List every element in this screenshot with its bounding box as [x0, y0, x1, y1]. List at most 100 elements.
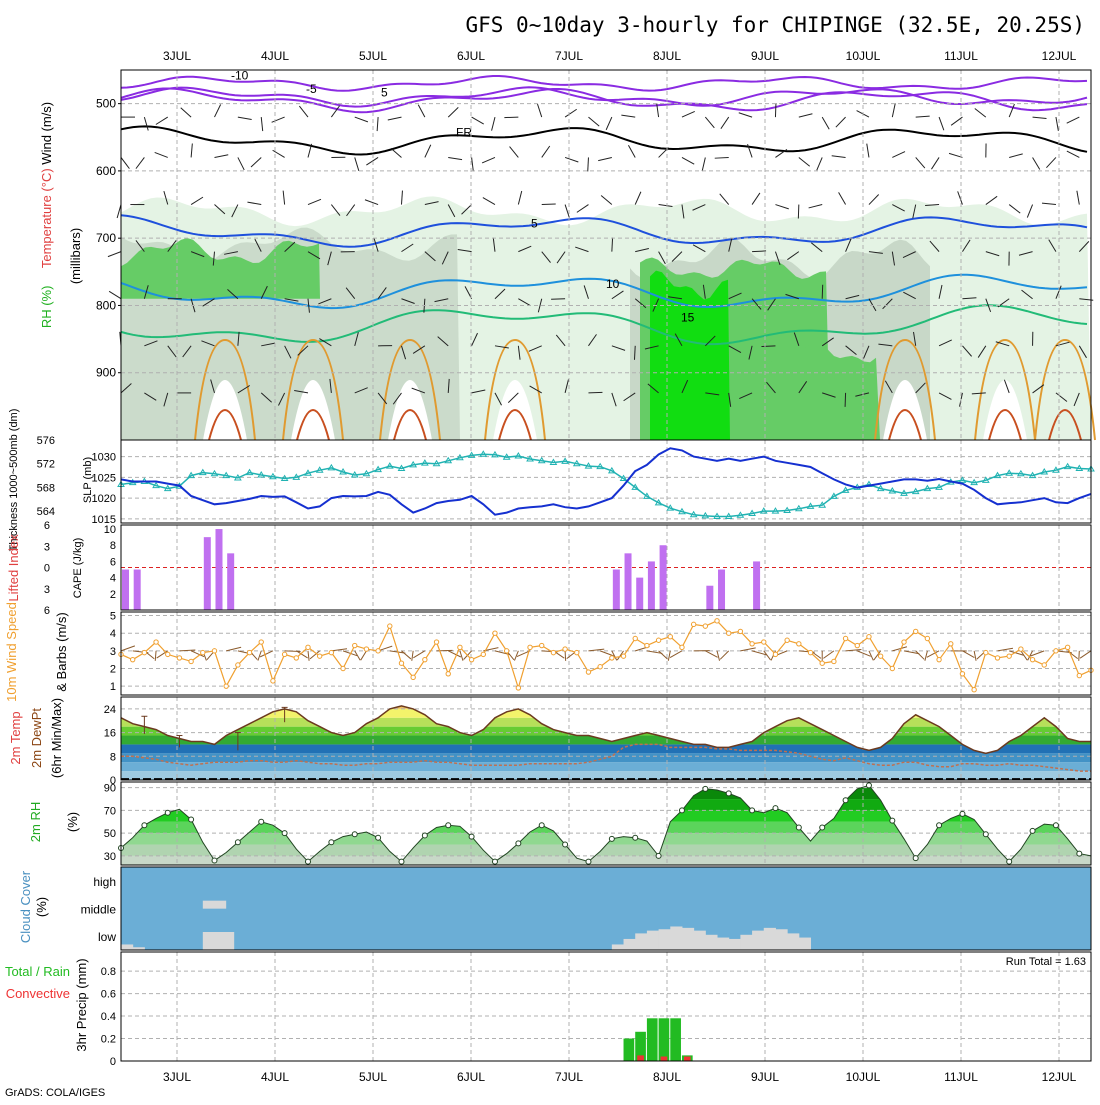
minmax-label: (6hr Min/Max) [49, 698, 64, 778]
slp-tick: 1025 [92, 472, 116, 484]
rh-point [820, 825, 825, 830]
surface-barb [155, 651, 156, 661]
wind10-point [154, 640, 158, 644]
wind10-point [1030, 657, 1034, 661]
surface-barb [892, 647, 907, 651]
wind10-point [656, 638, 660, 642]
cape-bar [134, 570, 141, 610]
cape-bar [613, 570, 620, 610]
lifted-tick: 6 [44, 605, 50, 617]
slp-tick: 1020 [92, 493, 116, 505]
wind-barb [108, 252, 121, 257]
pressure-tick: 600 [96, 164, 116, 178]
low-cloud [799, 938, 811, 950]
surface-barb [565, 651, 566, 661]
date-label: 10JUL [846, 1070, 881, 1084]
wind10-point [867, 635, 871, 639]
rh-band [121, 856, 1091, 867]
rh-bright-area [650, 271, 730, 440]
rh-point [609, 836, 614, 841]
rh-point [399, 859, 404, 864]
wind10-point [645, 643, 649, 647]
date-label: 8JUL [653, 1070, 681, 1084]
date-label: 3JUL [163, 1070, 191, 1084]
wind10-point [890, 666, 894, 670]
cloud-level-label: low [98, 930, 116, 944]
low-cloud [764, 928, 776, 950]
wind10-point [1042, 663, 1046, 667]
lifted-index-label: Lifted Index [6, 534, 21, 602]
rh-tick: 70 [104, 805, 116, 817]
contour-label: 5 [531, 216, 538, 230]
wind10-point [715, 619, 719, 623]
rh-point [726, 791, 731, 796]
wind-barb [117, 205, 121, 218]
wind10-point [388, 624, 392, 628]
wind10-point [563, 647, 567, 651]
wind10-point [317, 654, 321, 658]
wind10-point [551, 650, 555, 654]
date-label: 12JUL [1042, 49, 1077, 63]
rh-point [235, 840, 240, 845]
wind10-point [949, 642, 953, 646]
temp-band [121, 700, 1091, 709]
rh-point [469, 834, 474, 839]
wind10-point [399, 661, 403, 665]
wind10-point [738, 629, 742, 633]
rh-bands [121, 788, 1091, 868]
footer-credit: GrADS: COLA/IGES [5, 1087, 105, 1099]
cape-bar [227, 553, 234, 610]
rh-point [446, 823, 451, 828]
date-label: 9JUL [751, 1070, 779, 1084]
wind10-point [902, 640, 906, 644]
surface-barb [857, 651, 870, 656]
thickness-tick: 572 [37, 459, 55, 471]
wind10-point [481, 652, 485, 656]
rh-point [937, 823, 942, 828]
rh-point [492, 859, 497, 864]
wind-tick: 4 [110, 628, 116, 640]
wind10-point [832, 659, 836, 663]
surface-barb [670, 651, 682, 658]
wind10-point [808, 650, 812, 654]
cloud-background [121, 867, 1091, 950]
cape-bar [215, 529, 222, 610]
rh-point [703, 786, 708, 791]
contour-label: -5 [306, 82, 317, 96]
date-label: 12JUL [1042, 1070, 1077, 1084]
rh-band [121, 799, 1091, 810]
rh-point [1077, 851, 1082, 856]
wind10-point [773, 652, 777, 656]
low-cloud [705, 935, 717, 950]
thickness-tick: 568 [37, 482, 55, 494]
run-total: Run Total = 1.63 [1006, 956, 1086, 968]
wind10-point [528, 645, 532, 649]
precip-total-bar [624, 1039, 635, 1061]
cape-bar [718, 570, 725, 610]
date-label: 8JUL [653, 49, 681, 63]
wind10-point [177, 656, 181, 660]
wind10-point [516, 686, 520, 690]
date-label: 5JUL [359, 1070, 387, 1084]
wind10-point [469, 657, 473, 661]
rh-point [329, 840, 334, 845]
wind10-point [212, 649, 216, 653]
wind10-point [727, 631, 731, 635]
rh-band [121, 788, 1091, 799]
wind10-point [797, 642, 801, 646]
rh-tick: 50 [104, 828, 116, 840]
date-label: 5JUL [359, 49, 387, 63]
wind10-point [960, 672, 964, 676]
surface-barb [401, 651, 410, 659]
surface-barb [448, 651, 461, 657]
pressure-tick: 900 [96, 366, 116, 380]
contour-label: 15 [681, 311, 695, 325]
wind10-point [201, 650, 205, 654]
temp-band [121, 762, 1091, 771]
wind10-point [294, 656, 298, 660]
